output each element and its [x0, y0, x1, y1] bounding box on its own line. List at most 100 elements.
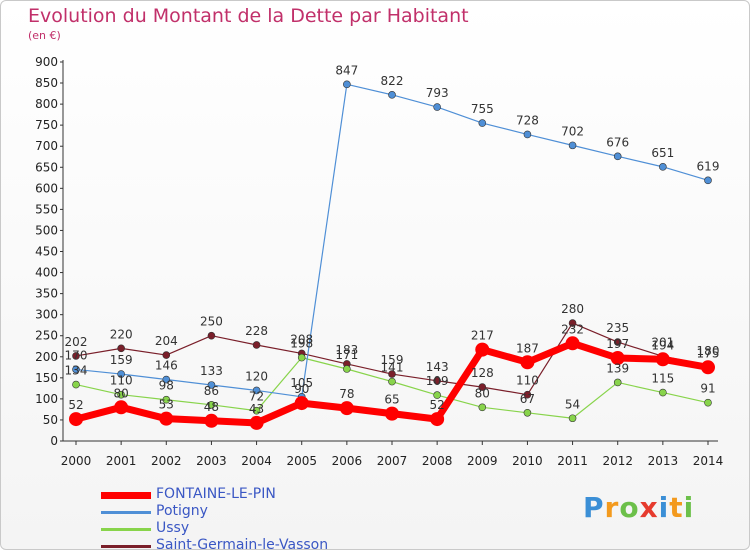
- x-tick-label: 2001: [106, 454, 137, 468]
- data-label: 98: [159, 379, 174, 393]
- data-label: 146: [155, 359, 178, 373]
- data-label: 793: [426, 86, 449, 100]
- data-label: 198: [290, 337, 313, 351]
- y-tick-label: 350: [35, 287, 58, 301]
- legend-label-fontaine: FONTAINE-LE-PIN: [156, 486, 276, 502]
- data-point: [433, 391, 441, 399]
- data-label: 110: [516, 374, 539, 388]
- data-label: 128: [471, 366, 494, 380]
- data-point: [478, 383, 487, 391]
- data-label: 90: [294, 382, 309, 396]
- data-label: 728: [516, 113, 539, 127]
- proxiti-logo: Proxiti: [583, 491, 695, 524]
- data-label: 280: [561, 302, 584, 316]
- data-label: 139: [606, 361, 629, 375]
- data-label: 202: [65, 335, 88, 349]
- data-point: [704, 398, 712, 407]
- data-point: [252, 406, 261, 415]
- data-point: [523, 130, 532, 139]
- data-label: 232: [561, 322, 584, 336]
- data-point: [565, 336, 580, 351]
- data-point: [252, 341, 261, 349]
- y-tick-label: 500: [35, 223, 58, 237]
- legend-swatch-ussy: [101, 528, 151, 531]
- y-tick-label: 850: [35, 76, 58, 90]
- data-point: [159, 411, 174, 426]
- x-tick-label: 2007: [377, 454, 408, 468]
- legend-label-saint-germain: Saint-Germain-le-Vasson: [156, 537, 329, 550]
- data-point: [343, 365, 351, 373]
- data-point: [701, 360, 715, 375]
- data-point: [117, 370, 125, 378]
- data-point: [613, 338, 622, 346]
- data-label: 52: [430, 398, 445, 412]
- data-label: 86: [204, 384, 219, 398]
- data-point: [568, 319, 577, 327]
- data-point: [117, 390, 125, 399]
- data-label: 220: [110, 327, 133, 341]
- data-label: 194: [651, 338, 674, 352]
- data-point: [655, 352, 670, 367]
- data-point: [433, 103, 441, 111]
- data-point: [207, 400, 216, 409]
- data-point: [568, 141, 577, 150]
- x-tick-label: 2008: [422, 454, 453, 468]
- data-label: 110: [110, 374, 133, 388]
- data-label: 228: [245, 324, 268, 338]
- y-tick-label: 550: [35, 202, 58, 216]
- data-label: 183: [335, 343, 358, 357]
- data-point: [388, 370, 396, 378]
- data-point: [385, 406, 399, 421]
- data-label: 159: [381, 353, 404, 367]
- data-point: [162, 395, 171, 404]
- data-point: [478, 119, 487, 127]
- y-tick-label: 250: [35, 329, 58, 343]
- data-point: [478, 403, 487, 412]
- data-label: 159: [110, 353, 133, 367]
- data-point: [613, 152, 622, 161]
- data-label: 120: [245, 369, 268, 383]
- x-tick-label: 2006: [332, 454, 363, 468]
- data-label: 201: [651, 335, 674, 349]
- data-point: [207, 331, 216, 340]
- data-label: 91: [700, 382, 715, 396]
- data-point: [114, 400, 129, 415]
- data-label: 651: [651, 146, 674, 160]
- chart-subtitle: (en €): [28, 29, 61, 42]
- data-point: [523, 408, 532, 417]
- x-tick-label: 2013: [648, 454, 679, 468]
- data-label: 80: [114, 386, 129, 400]
- data-point: [433, 376, 441, 385]
- data-point: [388, 377, 396, 386]
- data-label: 180: [697, 344, 720, 358]
- data-point: [610, 351, 625, 366]
- data-label: 52: [68, 398, 83, 412]
- y-tick-label: 700: [35, 139, 58, 153]
- y-tick-label: 400: [35, 266, 58, 280]
- data-point: [249, 415, 264, 430]
- data-point: [343, 80, 351, 89]
- data-label: 65: [384, 393, 399, 407]
- y-tick-label: 800: [35, 97, 58, 111]
- x-tick-label: 2004: [241, 454, 272, 468]
- data-point: [613, 378, 622, 387]
- data-point: [568, 414, 577, 423]
- y-tick-label: 300: [35, 308, 58, 322]
- legend-label-potigny: Potigny: [156, 503, 208, 519]
- x-tick-label: 2011: [557, 454, 588, 468]
- y-tick-label: 200: [35, 350, 58, 364]
- data-label: 755: [471, 102, 494, 116]
- data-label: 53: [159, 398, 174, 412]
- data-point: [72, 365, 80, 374]
- data-label: 48: [204, 400, 219, 414]
- data-point: [520, 355, 535, 370]
- y-tick-label: 150: [35, 371, 58, 385]
- data-label: 187: [516, 341, 539, 355]
- data-point: [72, 352, 80, 360]
- data-label: 208: [290, 332, 313, 346]
- data-label: 847: [335, 63, 358, 77]
- data-point: [704, 176, 712, 185]
- data-label: 133: [200, 364, 223, 378]
- legend-swatch-fontaine: [101, 492, 151, 499]
